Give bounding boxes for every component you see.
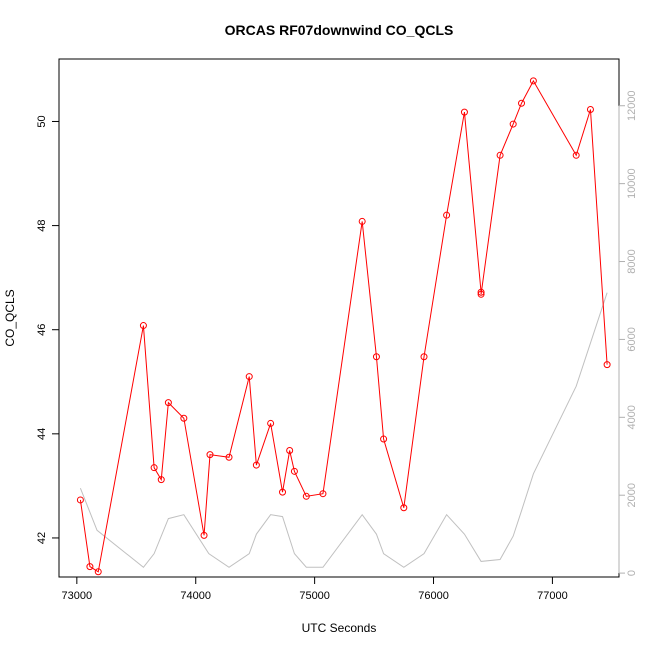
data-point (586, 106, 594, 113)
x-axis: 73000 74000 75000 76000 77000 (62, 576, 568, 602)
data-point (286, 446, 294, 454)
y-tick-label-right: 4000 (626, 405, 638, 429)
y-tick-label-left: 42 (36, 532, 48, 544)
x-tick-label: 76000 (418, 590, 449, 602)
data-point (460, 108, 468, 116)
data-point (529, 77, 537, 85)
x-tick-label: 73000 (62, 590, 93, 602)
data-point (496, 151, 504, 159)
y-axis-label: CO_QCLS (3, 289, 17, 346)
y-tick-label-left: 50 (36, 115, 48, 127)
data-point (94, 568, 102, 576)
right-series-layer (79, 292, 608, 568)
y-tick-label-right: 0 (626, 570, 638, 576)
data-point (150, 464, 158, 472)
series-line-right (79, 292, 608, 568)
data-point (139, 322, 147, 330)
data-point (206, 451, 214, 459)
data-point (319, 490, 327, 498)
data-point (518, 99, 526, 107)
data-point (477, 288, 485, 296)
y-axis-right: 0 2000 4000 6000 8000 10000 12000 (618, 90, 638, 576)
y-tick-label-left: 44 (36, 428, 48, 440)
y-tick-label-right: 10000 (626, 168, 638, 199)
data-point (267, 419, 275, 427)
series-line-left (79, 79, 608, 573)
data-point (225, 453, 233, 461)
data-point (302, 492, 310, 500)
data-point (358, 217, 366, 225)
data-point (420, 353, 428, 361)
y-tick-label-left: 48 (36, 219, 48, 231)
data-point (180, 414, 188, 422)
data-point (572, 151, 580, 159)
data-point (245, 373, 253, 381)
y-tick-label-right: 8000 (626, 249, 638, 273)
data-point (252, 461, 260, 469)
y-tick-label-right: 6000 (626, 327, 638, 351)
data-point (603, 361, 611, 369)
x-tick-label: 75000 (299, 590, 330, 602)
data-point (279, 488, 287, 496)
data-point (372, 353, 380, 361)
x-tick-label: 74000 (180, 590, 211, 602)
data-point (400, 504, 408, 512)
data-point (443, 211, 451, 219)
data-point (86, 563, 94, 571)
data-point (477, 290, 485, 298)
y-tick-label-right: 12000 (626, 90, 638, 121)
data-point (509, 120, 517, 128)
data-point (290, 467, 298, 475)
x-tick-label: 77000 (537, 590, 568, 602)
y-tick-label-left: 46 (36, 324, 48, 336)
data-point (200, 531, 208, 539)
x-axis-label: UTC Seconds (302, 621, 377, 635)
data-point (76, 496, 84, 504)
chart-title: ORCAS RF07downwind CO_QCLS (225, 22, 454, 38)
data-point (164, 399, 172, 407)
data-point (380, 435, 388, 443)
y-axis-left: 42 44 46 48 50 (36, 115, 60, 544)
left-series-layer (76, 77, 611, 576)
y-tick-label-right: 2000 (626, 483, 638, 507)
data-point (157, 476, 165, 484)
